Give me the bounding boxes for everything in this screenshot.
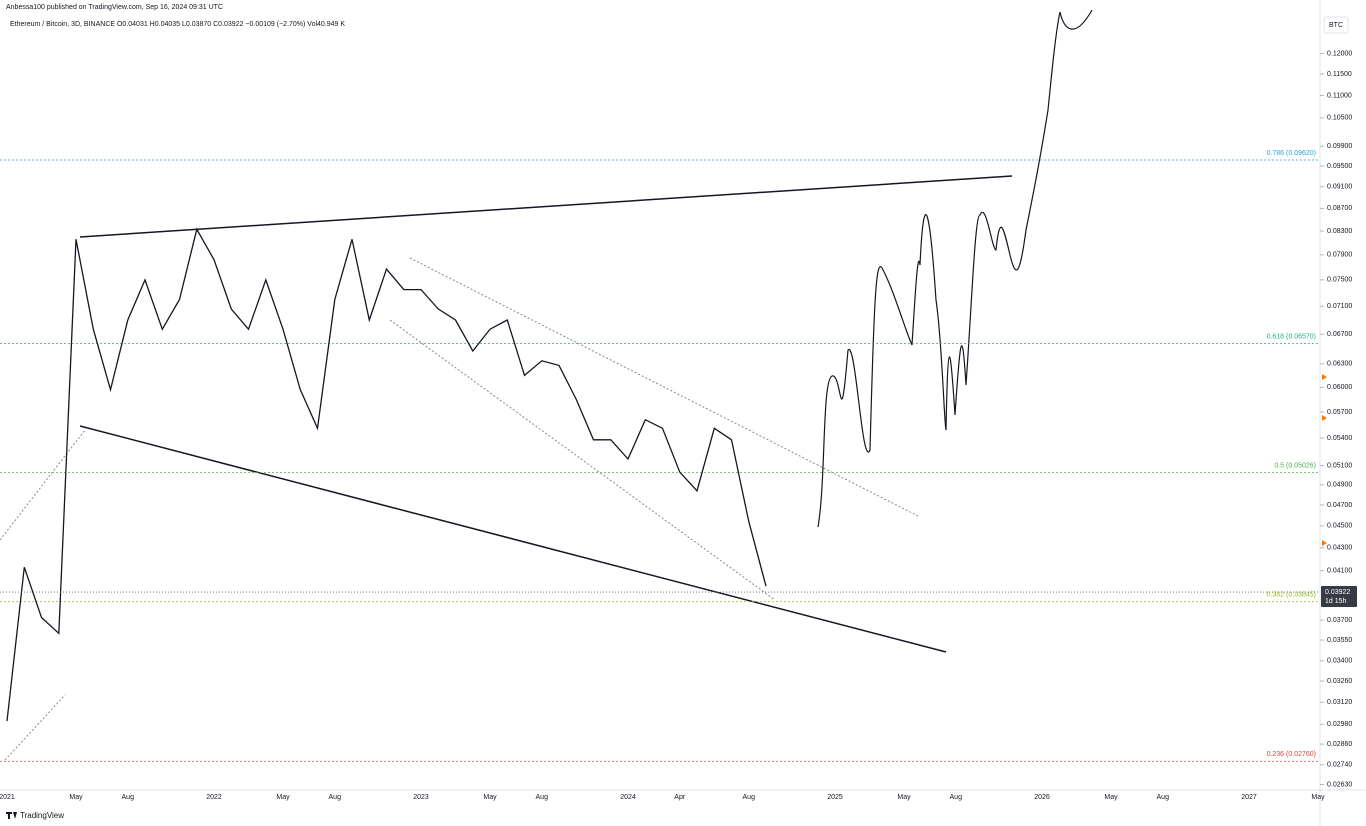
y-tick-label: 0.08700	[1327, 205, 1352, 212]
y-tick-label: 0.06700	[1327, 331, 1352, 338]
y-tick-label: 0.03400	[1327, 658, 1352, 665]
footer: TradingView	[6, 811, 64, 820]
x-tick-label: Apr	[674, 794, 686, 801]
y-tick-label: 0.05400	[1327, 435, 1352, 442]
y-tick-label: 0.02980	[1327, 721, 1352, 728]
x-tick-label: 2021	[0, 794, 15, 801]
alert-markers	[1322, 374, 1327, 546]
x-tick-label: 2023	[413, 794, 429, 801]
y-tick-label: 0.04900	[1327, 482, 1352, 489]
fib-label: 0.786 (0.09620)	[1267, 150, 1316, 157]
x-tick-label: May	[69, 794, 83, 801]
y-tick-label: 0.06000	[1327, 384, 1352, 391]
channel-line	[409, 257, 919, 517]
countdown-label: 1d 15h	[1325, 598, 1347, 605]
y-tick-label: 0.04700	[1327, 502, 1352, 509]
y-tick-label: 0.02740	[1327, 762, 1352, 769]
x-tick-label: Aug	[122, 794, 135, 801]
trend-line	[79, 425, 947, 653]
x-tick-label: Aug	[329, 794, 342, 801]
x-tick-label: May	[1104, 794, 1118, 801]
y-tick-label: 0.03120	[1327, 699, 1352, 706]
trend-line	[79, 175, 1013, 238]
price-line	[6, 227, 767, 722]
y-tick-label: 0.05100	[1327, 462, 1352, 469]
symbol-info: Ethereum / Bitcoin, 3D, BINANCE O0.04031…	[10, 21, 345, 28]
fib-label: 0.236 (0.02760)	[1267, 751, 1316, 758]
y-tick-label: 0.11000	[1327, 92, 1352, 99]
y-tick-label: 0.03700	[1327, 617, 1352, 624]
currency[interactable]: BTC	[1329, 22, 1343, 29]
y-tick-label: 0.03260	[1327, 678, 1352, 685]
x-tick-label: 2026	[1034, 794, 1050, 801]
x-tick-label: Aug	[950, 794, 963, 801]
fib-label: 0.382 (0.03845)	[1267, 591, 1316, 598]
logo	[6, 812, 17, 819]
x-tick-label: 2027	[1241, 794, 1257, 801]
channel-line	[0, 429, 86, 541]
y-tick-label: 0.04500	[1327, 523, 1352, 530]
y-tick-label: 0.07900	[1327, 252, 1352, 259]
fib-label: 0.618 (0.06570)	[1267, 333, 1316, 340]
x-tick-label: May	[483, 794, 497, 801]
x-tick-label: 2022	[206, 794, 222, 801]
x-tick-label: May	[897, 794, 911, 801]
x-tick-label: May	[1311, 794, 1325, 801]
x-tick-label: Aug	[536, 794, 549, 801]
y-tick-label: 0.08300	[1327, 228, 1352, 235]
y-tick-label: 0.10500	[1327, 115, 1352, 122]
y-tick-label: 0.05700	[1327, 409, 1352, 416]
x-tick-label: 2025	[827, 794, 843, 801]
y-tick-label: 0.09900	[1327, 143, 1352, 150]
y-tick-label: 0.11500	[1327, 71, 1352, 78]
last-price-label: 0.03922	[1325, 589, 1350, 596]
x-tick-label: 2024	[620, 794, 636, 801]
y-tick-label: 0.09100	[1327, 184, 1352, 191]
x-tick-label: Aug	[1157, 794, 1170, 801]
y-tick-label: 0.07100	[1327, 303, 1352, 310]
y-tick-label: 0.02860	[1327, 741, 1352, 748]
x-tick-label: May	[276, 794, 290, 801]
y-tick-label: 0.06300	[1327, 361, 1352, 368]
drawings	[0, 9, 1327, 761]
projection-curve	[817, 9, 1093, 528]
y-tick-label: 0.04100	[1327, 568, 1352, 575]
published-note: Anbessa100 published on TradingView.com,…	[6, 4, 223, 11]
currency-box[interactable]	[1323, 16, 1349, 34]
y-tick-label: 0.12000	[1327, 50, 1352, 57]
last-price-box	[1321, 586, 1357, 608]
y-tick-label: 0.02630	[1327, 781, 1352, 788]
channel-line	[389, 319, 776, 601]
channel-line	[4, 694, 66, 761]
fib-label: 0.5 (0.05026)	[1274, 462, 1316, 469]
y-tick-label: 0.04300	[1327, 545, 1352, 552]
y-tick-label: 0.07500	[1327, 277, 1352, 284]
y-tick-label: 0.03550	[1327, 637, 1352, 644]
x-tick-label: Aug	[743, 794, 756, 801]
brand: TradingView	[20, 811, 64, 820]
y-tick-label: 0.09500	[1327, 163, 1352, 170]
